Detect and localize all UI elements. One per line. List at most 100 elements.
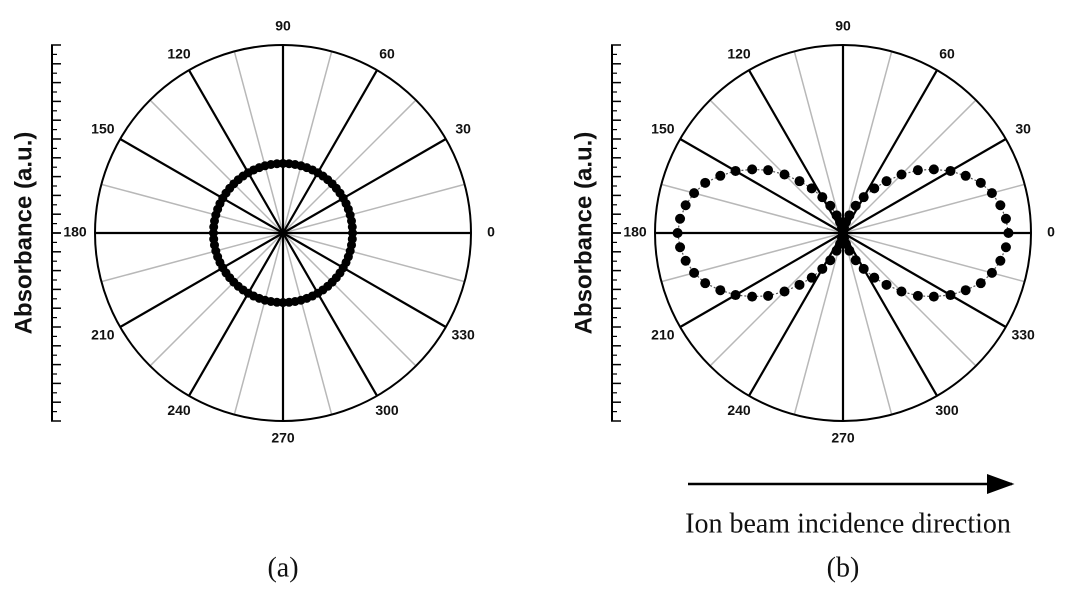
data-point: [763, 165, 774, 176]
data-point: [986, 267, 997, 278]
angle-label: 270: [271, 430, 295, 446]
major-spoke: [282, 232, 378, 397]
minor-spoke: [282, 99, 417, 234]
minor-spoke: [149, 232, 284, 367]
data-point: [995, 200, 1006, 211]
angle-label: 240: [727, 402, 751, 418]
y-axis-label: Absorbance (a.u.): [570, 132, 597, 335]
data-point: [730, 165, 741, 176]
angle-label: 0: [487, 224, 495, 240]
angle-label: 0: [1047, 224, 1055, 240]
data-point: [995, 255, 1006, 266]
data-point: [1000, 242, 1011, 253]
data-point: [881, 176, 892, 187]
angle-label: 120: [167, 45, 191, 61]
data-point: [912, 290, 923, 301]
major-spoke: [188, 232, 284, 397]
data-point: [675, 213, 686, 224]
data-point: [700, 177, 711, 188]
angle-label: 30: [1015, 121, 1031, 137]
angle-label: 60: [939, 45, 955, 61]
data-point: [747, 291, 758, 302]
panel-label: (b): [827, 552, 860, 583]
data-point: [715, 285, 726, 296]
data-point: [1003, 228, 1014, 238]
angle-label: 180: [63, 224, 87, 240]
angle-label: 150: [651, 121, 675, 137]
major-spoke: [282, 232, 447, 328]
minor-spoke: [709, 232, 844, 367]
data-point: [347, 234, 357, 244]
data-point: [747, 164, 758, 175]
data-point: [689, 267, 700, 278]
data-point: [672, 228, 683, 238]
major-spoke: [679, 232, 844, 328]
data-point: [975, 177, 986, 188]
minor-spoke: [233, 232, 284, 415]
angle-label: 30: [455, 121, 471, 137]
data-point: [844, 245, 855, 256]
angle-label: 90: [835, 18, 851, 34]
data-point: [945, 290, 956, 301]
minor-spoke: [282, 183, 465, 234]
minor-spoke: [282, 232, 333, 415]
minor-spoke: [793, 51, 844, 234]
major-spoke: [119, 138, 284, 234]
major-spoke: [842, 138, 1007, 234]
data-point: [806, 272, 817, 283]
data-point: [975, 278, 986, 289]
minor-spoke: [149, 99, 284, 234]
data-point: [986, 188, 997, 199]
data-point: [730, 290, 741, 301]
angle-label: 150: [91, 121, 115, 137]
data-point: [680, 255, 691, 266]
data-point: [763, 290, 774, 301]
data-point: [675, 242, 686, 253]
data-point: [912, 165, 923, 176]
data-point: [779, 169, 790, 180]
minor-spoke: [282, 232, 417, 367]
data-point: [806, 183, 817, 194]
data-point: [680, 200, 691, 211]
major-spoke: [842, 232, 1007, 328]
data-point: [858, 192, 869, 203]
angle-label: 330: [451, 327, 475, 343]
data-point: [825, 200, 836, 211]
major-spoke: [282, 138, 447, 234]
data-point: [945, 165, 956, 176]
y-axis-label: Absorbance (a.u.): [10, 132, 37, 335]
data-point: [896, 286, 907, 297]
outer-ring: [654, 44, 1032, 422]
data-point: [858, 263, 869, 274]
minor-spoke: [101, 183, 284, 234]
data-point: [850, 255, 861, 266]
minor-spoke: [842, 232, 893, 415]
data-point: [779, 286, 790, 297]
angle-label: 240: [167, 402, 191, 418]
outer-ring: [94, 44, 472, 422]
data-point: [715, 170, 726, 181]
major-spoke: [119, 232, 284, 328]
minor-spoke: [842, 51, 893, 234]
minor-spoke: [709, 99, 844, 234]
series-line: [676, 168, 1009, 298]
data-point: [794, 176, 805, 187]
data-point: [689, 188, 700, 199]
data-point: [794, 279, 805, 290]
angle-label: 300: [935, 402, 959, 418]
data-point: [825, 255, 836, 266]
data-point: [831, 210, 842, 221]
data-point: [817, 263, 828, 274]
data-point: [896, 169, 907, 180]
minor-spoke: [282, 232, 465, 283]
major-spoke: [282, 69, 378, 234]
minor-spoke: [101, 232, 284, 283]
major-spoke: [679, 138, 844, 234]
data-point: [700, 278, 711, 289]
data-point: [817, 192, 828, 203]
data-point: [869, 272, 880, 283]
data-point: [850, 200, 861, 211]
minor-spoke: [282, 51, 333, 234]
angle-label: 180: [623, 224, 647, 240]
